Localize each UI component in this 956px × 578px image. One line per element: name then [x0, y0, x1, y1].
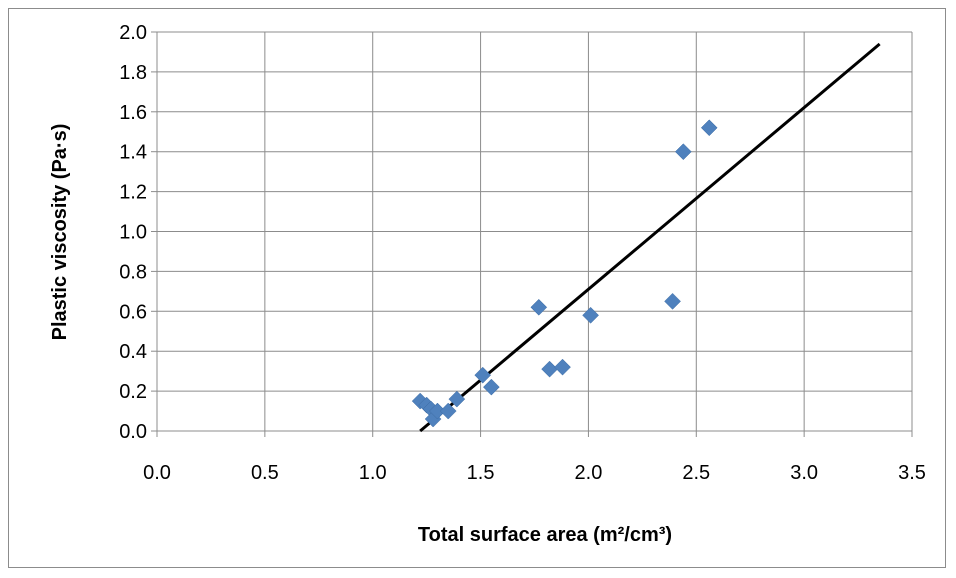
y-axis-title: Plastic viscosity (Pa·s): [49, 124, 71, 341]
chart-frame: [8, 8, 946, 568]
data-points: [411, 119, 718, 428]
y-tick-label: 1.0: [119, 222, 147, 244]
data-point: [664, 292, 681, 310]
x-tick-label: 0.5: [251, 462, 279, 484]
data-point: [474, 366, 492, 384]
data-point: [700, 119, 718, 137]
y-tick-label: 1.4: [119, 142, 147, 164]
x-tick-label: 2.5: [682, 462, 710, 484]
data-point: [582, 306, 599, 324]
x-tick-label: 1.0: [359, 462, 387, 484]
data-point: [554, 358, 571, 376]
x-tick-label: 3.5: [898, 462, 926, 484]
x-axis-title: Total surface area (m²/cm³): [418, 524, 672, 546]
y-tick-label: 0.8: [119, 261, 147, 283]
x-tick-label: 1.5: [467, 462, 495, 484]
data-point: [439, 402, 457, 420]
data-point: [483, 378, 500, 396]
y-tick-label: 1.2: [119, 182, 147, 204]
y-tick-label: 0.4: [119, 341, 147, 363]
y-tick-labels: 0.0 0.2 0.4 0.6 0.8 1.0 1.2 1.4 1.6 1.8 2.0: [119, 22, 147, 443]
data-point: [448, 390, 466, 408]
x-tick-label: 3.0: [790, 462, 818, 484]
data-point: [541, 360, 558, 378]
grid-lines: [156, 31, 913, 432]
axes: [151, 31, 913, 437]
data-point: [674, 143, 692, 161]
trendline: [419, 42, 881, 433]
data-point: [530, 298, 548, 316]
trendline-group: [419, 42, 881, 433]
x-tick-label: 2.0: [575, 462, 603, 484]
y-tick-label: 1.6: [119, 102, 147, 124]
y-tick-label: 2.0: [119, 22, 147, 44]
y-tick-label: 0.2: [119, 381, 147, 403]
y-tick-label: 0.0: [119, 421, 147, 443]
y-tick-label: 0.6: [119, 301, 147, 323]
x-tick-label: 0.0: [143, 462, 171, 484]
y-tick-label: 1.8: [119, 62, 147, 84]
x-tick-labels: 0.0 0.5 1.0 1.5 2.0 2.5 3.0 3.5: [143, 462, 926, 484]
